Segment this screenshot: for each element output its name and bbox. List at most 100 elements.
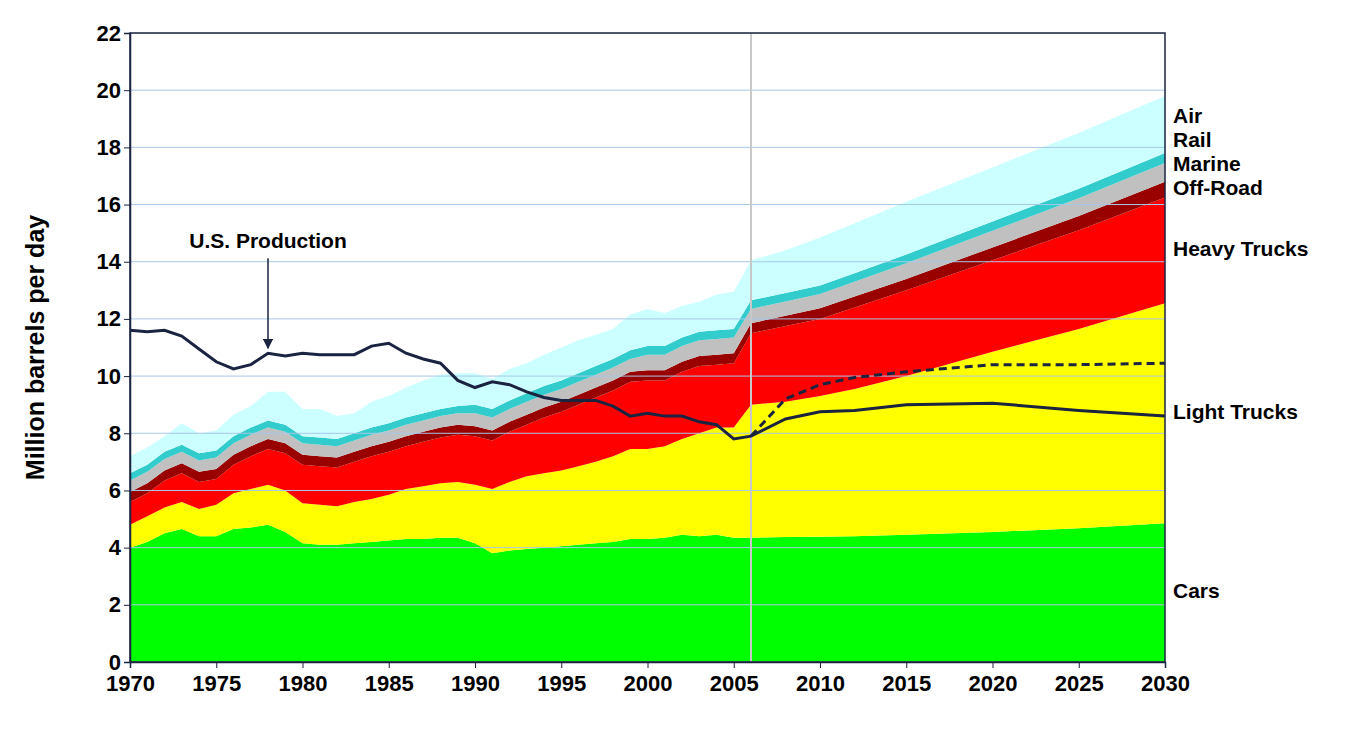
y-tick: 8 bbox=[109, 421, 130, 446]
series-label: Air bbox=[1173, 104, 1202, 127]
y-axis-line bbox=[124, 34, 131, 663]
x-tick-label: 1985 bbox=[365, 671, 414, 696]
x-tick: 1980 bbox=[279, 662, 328, 696]
y-tick: 14 bbox=[97, 249, 130, 274]
y-tick-mark bbox=[124, 90, 130, 91]
y-tick-mark bbox=[124, 433, 130, 434]
x-tick-mark bbox=[993, 662, 994, 668]
annotation-label: U.S. Production bbox=[189, 229, 347, 252]
y-tick-label: 16 bbox=[97, 192, 121, 217]
x-tick-mark bbox=[648, 662, 649, 668]
y-tick: 12 bbox=[97, 306, 130, 331]
grid-line bbox=[130, 604, 1165, 605]
y-axis: 0246810121416182022 bbox=[97, 21, 131, 675]
x-tick-label: 2005 bbox=[710, 671, 759, 696]
x-tick: 2030 bbox=[1141, 662, 1190, 696]
y-tick-mark bbox=[124, 548, 130, 549]
grid-line bbox=[130, 147, 1165, 148]
y-tick: 22 bbox=[97, 21, 130, 46]
y-tick: 10 bbox=[97, 364, 130, 389]
grid-line bbox=[130, 318, 1165, 319]
y-tick-mark bbox=[124, 490, 130, 491]
x-tick-mark bbox=[389, 662, 390, 668]
plot-background bbox=[130, 33, 1165, 662]
chart: 0246810121416182022197019751980198519901… bbox=[0, 0, 1350, 741]
x-tick: 2015 bbox=[882, 662, 931, 696]
x-tick-label: 1995 bbox=[537, 671, 586, 696]
grid-line bbox=[130, 90, 1165, 91]
y-tick-label: 8 bbox=[109, 421, 121, 446]
x-tick-label: 1975 bbox=[192, 671, 241, 696]
grid-line bbox=[130, 261, 1165, 262]
grid-line bbox=[130, 547, 1165, 548]
x-tick-mark bbox=[216, 662, 217, 668]
x-tick-mark bbox=[475, 662, 476, 668]
x-tick: 2000 bbox=[624, 662, 673, 696]
y-tick-label: 20 bbox=[97, 78, 121, 103]
x-tick: 2025 bbox=[1055, 662, 1104, 696]
y-tick-mark bbox=[124, 33, 130, 34]
y-tick: 4 bbox=[109, 535, 130, 560]
line-8 bbox=[751, 363, 1165, 436]
divider-line bbox=[750, 33, 752, 662]
x-tick: 1995 bbox=[537, 662, 586, 696]
x-tick-mark bbox=[734, 662, 735, 668]
x-tick-label: 2020 bbox=[969, 671, 1018, 696]
y-tick: 2 bbox=[109, 592, 130, 617]
x-tick-label: 1970 bbox=[106, 671, 155, 696]
x-tick-label: 2010 bbox=[796, 671, 845, 696]
series-label: Marine bbox=[1173, 152, 1241, 175]
x-tick: 2010 bbox=[796, 662, 845, 696]
y-axis-title: Million barrels per day bbox=[21, 215, 49, 480]
x-tick-label: 2025 bbox=[1055, 671, 1104, 696]
x-tick: 2005 bbox=[710, 662, 759, 696]
x-tick-mark bbox=[130, 662, 131, 668]
y-tick: 20 bbox=[97, 78, 130, 103]
y-tick-mark bbox=[124, 376, 130, 377]
area-0 bbox=[130, 523, 1165, 662]
x-tick-mark bbox=[561, 662, 562, 668]
x-tick-mark bbox=[820, 662, 821, 668]
y-tick-mark bbox=[124, 205, 130, 206]
y-tick-mark bbox=[124, 662, 130, 663]
series-label: Heavy Trucks bbox=[1173, 237, 1308, 260]
area-6 bbox=[130, 96, 1165, 473]
y-tick: 16 bbox=[97, 192, 130, 217]
x-tick: 1975 bbox=[192, 662, 241, 696]
y-tick-mark bbox=[124, 147, 130, 148]
grid-line bbox=[130, 204, 1165, 205]
series-label: Cars bbox=[1173, 579, 1220, 602]
grid-line bbox=[130, 376, 1165, 377]
x-tick-label: 1990 bbox=[451, 671, 500, 696]
y-tick-label: 12 bbox=[97, 306, 121, 331]
annotation-arrow bbox=[267, 258, 269, 348]
series-label: Off-Road bbox=[1173, 176, 1263, 199]
x-tick: 1970 bbox=[106, 662, 155, 696]
x-tick-mark bbox=[303, 662, 304, 668]
y-tick-mark bbox=[124, 605, 130, 606]
x-tick: 2020 bbox=[969, 662, 1018, 696]
y-tick-label: 14 bbox=[97, 249, 122, 274]
y-tick: 18 bbox=[97, 135, 130, 160]
y-tick-label: 18 bbox=[97, 135, 121, 160]
y-tick-label: 22 bbox=[97, 21, 121, 46]
y-tick-label: 10 bbox=[97, 364, 121, 389]
y-tick-label: 4 bbox=[109, 535, 122, 560]
x-tick-mark bbox=[1165, 662, 1166, 668]
y-tick-label: 2 bbox=[109, 592, 121, 617]
series-label: Light Trucks bbox=[1173, 400, 1298, 423]
x-tick: 1985 bbox=[365, 662, 414, 696]
series-label: Rail bbox=[1173, 128, 1212, 151]
y-tick-mark bbox=[124, 319, 130, 320]
x-tick-mark bbox=[1079, 662, 1080, 668]
plot-frame bbox=[130, 33, 1165, 662]
x-axis: 1970 1975 1980 1985 1990 1995 2000 2005 2010 2015… bbox=[106, 662, 1190, 696]
x-tick-label: 2015 bbox=[882, 671, 931, 696]
y-tick-mark bbox=[124, 262, 130, 263]
line-7 bbox=[130, 330, 1165, 439]
x-tick-label: 1980 bbox=[279, 671, 328, 696]
y-tick-label: 6 bbox=[109, 478, 121, 503]
x-tick-label: 2000 bbox=[624, 671, 673, 696]
x-tick-label: 2030 bbox=[1141, 671, 1190, 696]
x-tick: 1990 bbox=[451, 662, 500, 696]
